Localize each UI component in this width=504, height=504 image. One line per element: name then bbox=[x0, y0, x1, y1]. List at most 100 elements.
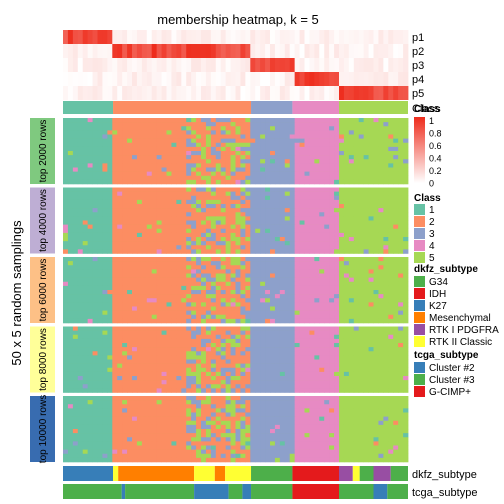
sampling-cell bbox=[363, 265, 369, 270]
sampling-cell bbox=[274, 367, 281, 373]
sampling-cell bbox=[240, 212, 246, 217]
sampling-cell bbox=[363, 228, 369, 234]
sampling-cell bbox=[132, 228, 138, 234]
sampling-cell bbox=[186, 126, 192, 131]
sampling-cell bbox=[181, 376, 187, 381]
sampling-cell bbox=[265, 118, 271, 123]
membership-cell bbox=[265, 86, 271, 100]
sampling-cell bbox=[403, 228, 409, 234]
sampling-cell bbox=[255, 138, 261, 144]
sampling-cell bbox=[339, 241, 345, 246]
sampling-cell bbox=[324, 216, 330, 221]
sampling-cell bbox=[77, 400, 84, 405]
sampling-cell bbox=[210, 306, 217, 311]
sampling-cell bbox=[161, 163, 167, 168]
sampling-cell bbox=[201, 163, 207, 168]
sampling-cell bbox=[191, 396, 197, 401]
membership-cell bbox=[363, 58, 369, 72]
sampling-cell bbox=[353, 138, 360, 144]
sampling-cell bbox=[171, 134, 177, 139]
sampling-cell bbox=[205, 138, 212, 144]
sampling-cell bbox=[186, 163, 192, 168]
sampling-cell bbox=[141, 355, 148, 360]
sampling-cell bbox=[334, 187, 340, 192]
sampling-cell bbox=[235, 241, 241, 246]
sampling-cell bbox=[324, 175, 330, 181]
sampling-cell bbox=[176, 314, 182, 320]
sampling-cell bbox=[403, 175, 409, 181]
sampling-cell bbox=[378, 380, 384, 385]
sampling-cell bbox=[215, 359, 222, 364]
sampling-cell bbox=[255, 175, 261, 181]
sampling-cell bbox=[383, 318, 389, 324]
sampling-cell bbox=[260, 285, 266, 291]
sampling-cell bbox=[398, 212, 404, 217]
sampling-cell bbox=[403, 241, 409, 246]
sampling-cell bbox=[230, 220, 236, 225]
sampling-cell bbox=[166, 195, 172, 201]
sampling-cell bbox=[210, 171, 217, 177]
sampling-cell bbox=[161, 302, 167, 307]
sampling-cell bbox=[166, 376, 172, 381]
sampling-cell bbox=[171, 334, 177, 340]
sampling-cell bbox=[279, 216, 286, 221]
sampling-cell bbox=[151, 175, 158, 181]
sampling-cell bbox=[373, 199, 379, 205]
sampling-cell bbox=[339, 347, 345, 352]
sampling-cell bbox=[97, 130, 103, 135]
sampling-cell bbox=[82, 306, 89, 311]
sampling-cell bbox=[220, 347, 227, 352]
sampling-cell bbox=[324, 199, 330, 205]
sampling-cell bbox=[339, 163, 345, 168]
sampling-cell bbox=[383, 179, 389, 185]
membership-cell bbox=[220, 58, 227, 72]
sampling-cell bbox=[324, 126, 330, 131]
sampling-cell bbox=[255, 273, 261, 278]
sampling-cell bbox=[329, 175, 335, 181]
sampling-cell bbox=[309, 245, 315, 250]
sampling-cell bbox=[205, 290, 212, 295]
sampling-cell bbox=[368, 298, 374, 303]
sampling-cell bbox=[82, 118, 89, 123]
sampling-cell bbox=[156, 241, 162, 246]
sampling-cell bbox=[324, 367, 330, 373]
sampling-cell bbox=[87, 380, 93, 385]
sampling-cell bbox=[191, 273, 197, 278]
sampling-cell bbox=[176, 355, 182, 360]
sampling-cell bbox=[373, 138, 379, 144]
sampling-cell bbox=[289, 179, 296, 185]
membership-cell bbox=[161, 44, 167, 58]
sampling-cell bbox=[363, 310, 369, 316]
sampling-cell bbox=[151, 261, 158, 266]
sampling-cell bbox=[97, 351, 103, 356]
sampling-cell bbox=[304, 118, 310, 123]
sampling-cell bbox=[220, 330, 227, 336]
sampling-cell bbox=[220, 290, 227, 295]
sampling-cell bbox=[146, 179, 153, 185]
sampling-cell bbox=[334, 175, 340, 181]
sampling-cell bbox=[368, 277, 374, 283]
sampling-cell bbox=[260, 220, 266, 225]
sampling-cell bbox=[250, 314, 256, 320]
sampling-cell bbox=[329, 302, 335, 307]
sampling-cell bbox=[284, 285, 291, 291]
sampling-cell bbox=[398, 163, 404, 168]
sampling-cell bbox=[102, 314, 108, 320]
sampling-cell bbox=[117, 122, 123, 127]
sampling-cell bbox=[343, 380, 350, 385]
sampling-cell bbox=[304, 195, 310, 201]
sampling-cell bbox=[309, 224, 315, 230]
sampling-cell bbox=[191, 351, 197, 356]
sampling-cell bbox=[63, 380, 69, 385]
sampling-cell bbox=[378, 138, 384, 144]
sampling-cell bbox=[368, 367, 374, 373]
sampling-cell bbox=[324, 351, 330, 356]
sampling-cell bbox=[299, 306, 305, 311]
sampling-cell bbox=[339, 220, 345, 225]
sampling-cell bbox=[398, 245, 404, 250]
sampling-cell bbox=[250, 351, 256, 356]
sampling-cell bbox=[240, 195, 246, 201]
sampling-cell bbox=[334, 237, 340, 242]
sampling-cell bbox=[353, 199, 360, 205]
sampling-cell bbox=[299, 191, 305, 197]
